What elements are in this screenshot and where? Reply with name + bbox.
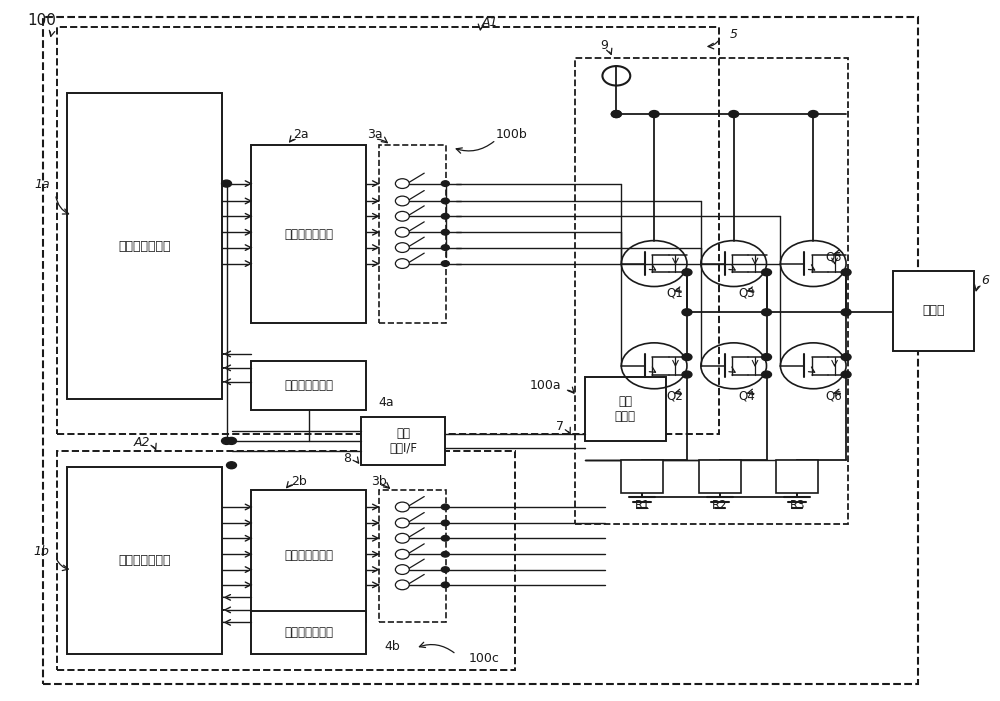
Circle shape [762, 353, 771, 360]
Circle shape [762, 371, 771, 378]
Text: 第一前置驱动器: 第一前置驱动器 [284, 228, 333, 240]
Circle shape [841, 308, 851, 315]
Circle shape [441, 552, 449, 557]
Circle shape [729, 111, 739, 118]
Circle shape [441, 504, 449, 510]
Text: R2: R2 [712, 499, 728, 512]
Text: 3b: 3b [371, 475, 387, 488]
Text: 9: 9 [600, 39, 608, 53]
Circle shape [611, 111, 621, 118]
Circle shape [762, 308, 771, 315]
Text: 7: 7 [556, 421, 564, 433]
Bar [251, 489, 366, 622]
Text: Q5: Q5 [825, 250, 842, 263]
Text: R1: R1 [634, 499, 650, 512]
Circle shape [841, 371, 851, 378]
Text: 3a: 3a [367, 128, 383, 142]
Text: 2a: 2a [293, 128, 309, 142]
Circle shape [441, 520, 449, 526]
Text: 1b: 1b [34, 545, 50, 557]
Circle shape [841, 268, 851, 275]
Text: 第二前置驱动器: 第二前置驱动器 [284, 549, 333, 562]
Text: 8: 8 [343, 451, 351, 465]
Text: 电流
输入I/F: 电流 输入I/F [389, 427, 417, 455]
Circle shape [649, 111, 659, 118]
Bar [699, 460, 741, 493]
Text: 4a: 4a [379, 396, 394, 409]
Text: 4b: 4b [385, 640, 400, 653]
Text: 第一微型计算机: 第一微型计算机 [118, 240, 171, 252]
Text: Q6: Q6 [825, 389, 842, 402]
Circle shape [841, 353, 851, 360]
Text: 1a: 1a [34, 179, 50, 191]
Text: 第二微型计算机: 第二微型计算机 [118, 554, 171, 567]
Circle shape [808, 111, 818, 118]
Circle shape [222, 180, 232, 187]
Circle shape [682, 308, 692, 315]
Circle shape [441, 229, 449, 235]
Text: 第二开关控制部: 第二开关控制部 [284, 626, 333, 639]
Text: A1: A1 [482, 15, 498, 29]
Circle shape [762, 268, 771, 275]
Text: 电动机: 电动机 [922, 304, 945, 317]
Circle shape [441, 245, 449, 250]
Circle shape [682, 371, 692, 378]
Text: 100c: 100c [468, 652, 499, 665]
Bar [251, 361, 366, 409]
Bar [67, 467, 222, 655]
Bar [251, 611, 366, 655]
Circle shape [441, 214, 449, 219]
Circle shape [441, 536, 449, 541]
Text: Q3: Q3 [739, 287, 755, 300]
Bar [57, 451, 515, 670]
Text: Q1: Q1 [666, 287, 683, 300]
Circle shape [222, 437, 232, 444]
Circle shape [682, 268, 692, 275]
Bar [893, 271, 974, 350]
Bar [585, 377, 666, 441]
Circle shape [611, 111, 621, 118]
Bar [251, 145, 366, 322]
Bar [57, 27, 719, 434]
Text: 100b: 100b [496, 128, 528, 142]
Bar [776, 460, 818, 493]
Bar [379, 489, 446, 622]
Text: Q2: Q2 [666, 389, 683, 402]
Circle shape [441, 198, 449, 204]
Bar [621, 460, 663, 493]
Bar [575, 58, 848, 524]
Text: 电流
检测部: 电流 检测部 [615, 395, 636, 423]
Text: 6: 6 [981, 275, 989, 287]
Bar [43, 17, 918, 684]
Text: 5: 5 [730, 27, 738, 41]
Circle shape [441, 181, 449, 186]
Bar [67, 93, 222, 399]
Circle shape [441, 582, 449, 587]
Bar [379, 145, 446, 322]
Text: A2: A2 [134, 436, 150, 449]
Text: Q4: Q4 [739, 389, 755, 402]
Circle shape [441, 567, 449, 572]
Circle shape [682, 353, 692, 360]
Text: R3: R3 [790, 499, 805, 512]
Text: 2b: 2b [291, 475, 307, 488]
Text: 100: 100 [28, 13, 57, 27]
Text: 100a: 100a [530, 379, 562, 392]
Circle shape [227, 462, 236, 469]
Circle shape [441, 261, 449, 266]
Bar [361, 416, 445, 465]
Text: 第一开关控制部: 第一开关控制部 [284, 379, 333, 392]
Circle shape [227, 437, 236, 444]
